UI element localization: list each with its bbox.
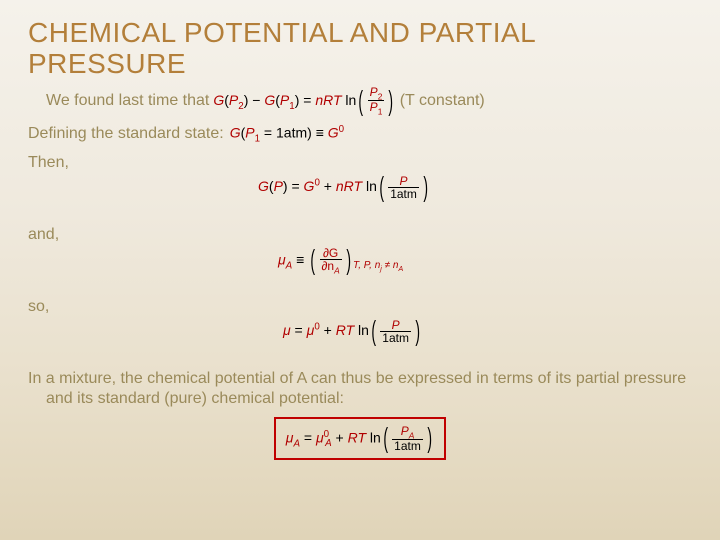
equation-1: G(P2) − G(P1) = nRT ln(P2P1) (213, 86, 395, 117)
line2-lead: Defining the standard state: (28, 125, 224, 143)
line-4: and, (28, 225, 692, 245)
boxed-equation: μA = μ0A + RT ln(PA1atm) (274, 417, 446, 461)
slide-title: CHEMICAL POTENTIAL AND PARTIAL PRESSURE (28, 18, 692, 80)
boxed-equation-wrap: μA = μ0A + RT ln(PA1atm) (28, 417, 692, 461)
equation-5: μ = μ0 + RT ln(P1atm) (283, 319, 422, 344)
equation-5-row: μ = μ0 + RT ln(P1atm) (28, 319, 692, 369)
line-1: We found last time that G(P2) − G(P1) = … (46, 86, 692, 117)
equation-3-row: G(P) = G0 + nRT ln(P1atm) (28, 175, 692, 225)
equation-4-row: μA ≡ (∂G∂nA)T, P, nj ≠ nA (28, 247, 692, 297)
line-5: so, (28, 297, 692, 317)
title-line-1: CHEMICAL POTENTIAL AND PARTIAL (28, 17, 536, 48)
line-2: Defining the standard state: G(P1 = 1atm… (28, 124, 692, 144)
equation-2: G(P1 = 1atm) ≡ G0 (230, 124, 344, 144)
line1-note: (T constant) (400, 92, 485, 110)
equation-4: μA ≡ (∂G∂nA)T, P, nj ≠ nA (278, 247, 403, 275)
line-6: In a mixture, the chemical potential of … (46, 369, 692, 409)
equation-3: G(P) = G0 + nRT ln(P1atm) (258, 175, 430, 200)
line1-lead: We found last time that (46, 92, 209, 110)
title-line-2: PRESSURE (28, 48, 186, 79)
line-3: Then, (28, 153, 692, 173)
